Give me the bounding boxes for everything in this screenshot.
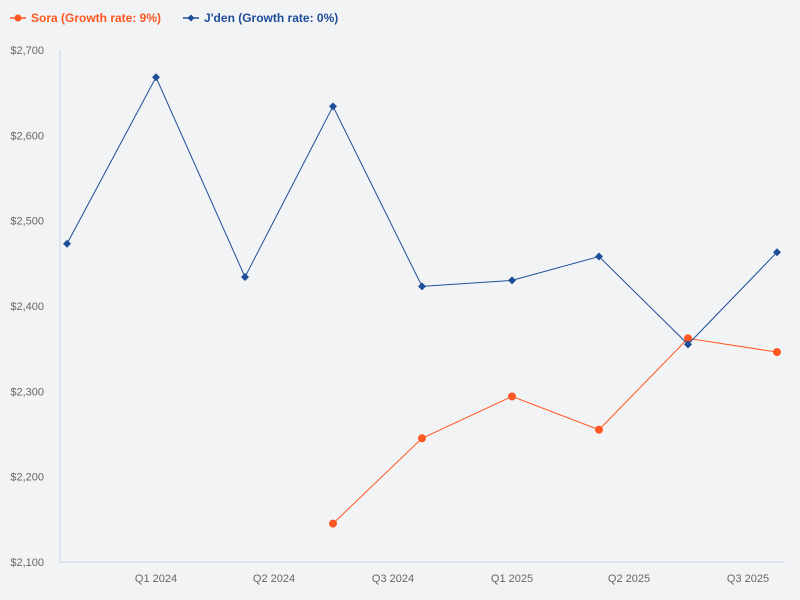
data-point[interactable]	[63, 239, 71, 248]
series-layer	[63, 73, 781, 528]
y-tick-label: $2,600	[10, 130, 44, 142]
data-point[interactable]	[508, 276, 516, 285]
y-axis: $2,700 $2,600 $2,500 $2,400 $2,300 $2,200 $2,1…	[10, 45, 61, 569]
y-tick-label: $2,100	[10, 557, 44, 569]
data-point[interactable]	[595, 252, 603, 261]
legend-label-jden: J'den (Growth rate: 0%)	[204, 11, 339, 25]
data-point[interactable]	[241, 272, 249, 281]
data-point[interactable]	[595, 425, 603, 434]
y-tick-label: $2,200	[10, 472, 44, 484]
series-0	[329, 334, 781, 528]
y-tick-label: $2,300	[10, 386, 44, 398]
y-tick-label: $2,500	[10, 216, 44, 228]
data-point[interactable]	[329, 102, 337, 111]
data-point[interactable]	[418, 282, 426, 291]
data-point[interactable]	[508, 392, 516, 401]
circle-marker-icon	[10, 14, 26, 22]
y-tick-label: $2,400	[10, 301, 44, 313]
data-point[interactable]	[773, 348, 781, 357]
x-axis: Q1 2024 Q2 2024 Q3 2024 Q1 2025 Q2 2025 Q3 20…	[60, 561, 785, 585]
data-point[interactable]	[773, 248, 781, 257]
x-tick-label: Q1 2024	[135, 573, 177, 585]
y-tick-label: $2,700	[10, 45, 44, 57]
data-point[interactable]	[152, 73, 160, 82]
x-tick-label: Q3 2025	[727, 573, 769, 585]
legend-label-sora: Sora (Growth rate: 9%)	[31, 11, 162, 25]
x-tick-label: Q3 2024	[372, 573, 414, 585]
x-tick-label: Q2 2024	[253, 573, 295, 585]
data-point[interactable]	[418, 434, 426, 443]
x-tick-label: Q1 2025	[491, 573, 533, 585]
data-point[interactable]	[684, 340, 692, 349]
series-1	[63, 73, 781, 349]
chart-legend: Sora (Growth rate: 9%) J'den (Growth rat…	[10, 8, 338, 28]
legend-item-sora[interactable]: Sora (Growth rate: 9%)	[10, 11, 161, 25]
data-point[interactable]	[329, 519, 337, 528]
diamond-marker-icon	[183, 14, 200, 22]
data-point[interactable]	[684, 334, 692, 343]
legend-item-jden[interactable]: J'den (Growth rate: 0%)	[183, 11, 338, 25]
x-tick-label: Q2 2025	[608, 573, 650, 585]
